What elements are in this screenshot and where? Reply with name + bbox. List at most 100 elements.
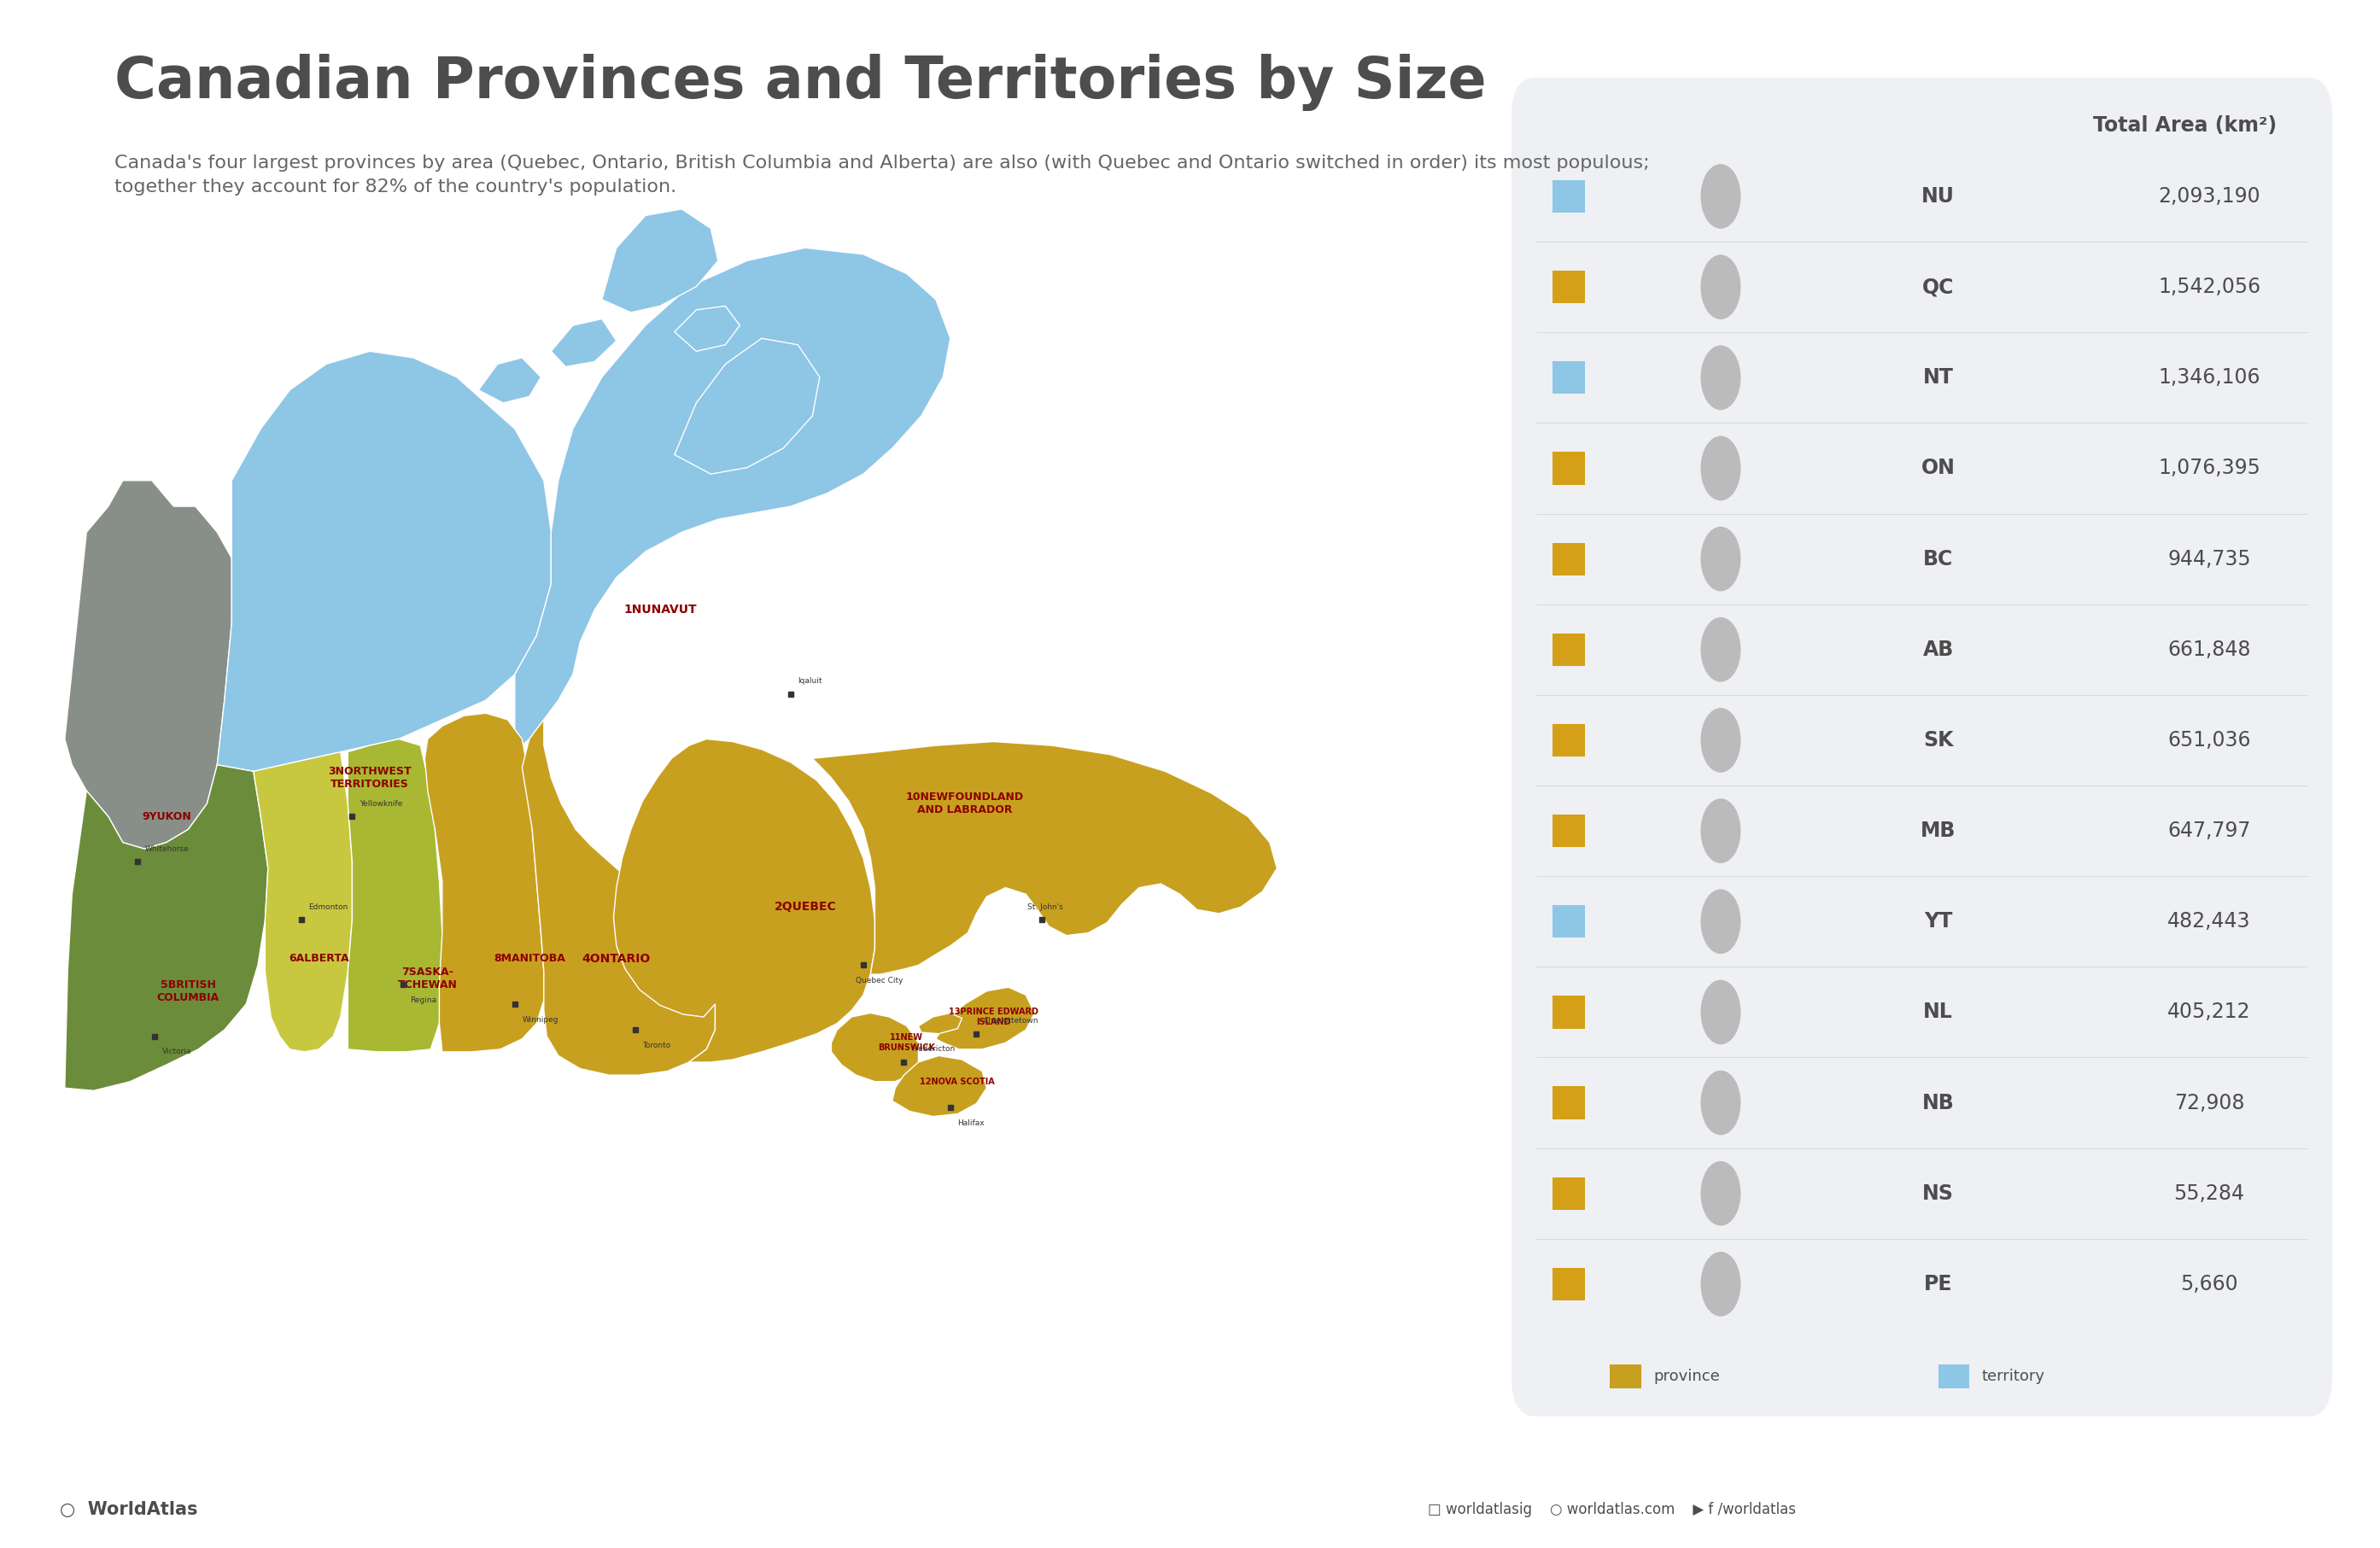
Polygon shape [478,358,540,402]
Text: NT: NT [1923,367,1954,389]
Text: 6ALBERTA: 6ALBERTA [288,954,350,964]
Polygon shape [674,339,819,474]
Text: Canada's four largest provinces by area (Quebec, Ontario, British Columbia and A: Canada's four largest provinces by area … [114,155,1649,195]
Text: 7SASKA-
TCHEWAN: 7SASKA- TCHEWAN [397,966,457,991]
Text: province: province [1654,1368,1721,1384]
Text: Regina: Regina [409,997,438,1005]
Text: ○  WorldAtlas: ○ WorldAtlas [60,1500,198,1519]
Text: 5BRITISH
COLUMBIA: 5BRITISH COLUMBIA [157,980,219,1003]
Polygon shape [919,1012,962,1034]
Polygon shape [935,988,1035,1050]
Text: MB: MB [1921,820,1956,841]
FancyBboxPatch shape [1511,77,2332,1416]
Text: Quebec City: Quebec City [857,977,904,985]
Circle shape [1702,164,1740,228]
Text: BC: BC [1923,548,1954,570]
Text: 13PRINCE EDWARD
ISLAND: 13PRINCE EDWARD ISLAND [950,1008,1038,1026]
Bar [1552,180,1585,212]
Text: 2,093,190: 2,093,190 [2159,186,2261,206]
Text: 55,284: 55,284 [2173,1183,2244,1204]
Bar [1552,1176,1585,1209]
Text: NL: NL [1923,1002,1954,1022]
Text: 482,443: 482,443 [2168,912,2251,932]
Bar [1552,543,1585,576]
Text: SK: SK [1923,731,1954,751]
Text: 647,797: 647,797 [2168,820,2251,841]
Polygon shape [514,248,950,752]
Circle shape [1702,345,1740,409]
Text: 4ONTARIO: 4ONTARIO [583,952,650,964]
Text: territory: territory [1983,1368,2044,1384]
Circle shape [1702,528,1740,591]
Text: Total Area (km²): Total Area (km²) [2092,115,2275,135]
Text: Fredericton: Fredericton [912,1045,954,1053]
Circle shape [1702,1161,1740,1224]
Text: 661,848: 661,848 [2168,639,2251,659]
Text: NU: NU [1921,186,1954,206]
Polygon shape [614,738,876,1062]
Polygon shape [602,209,719,313]
Text: 9YUKON: 9YUKON [143,811,190,822]
Text: NS: NS [1923,1183,1954,1204]
Polygon shape [424,714,543,1051]
Bar [1552,271,1585,303]
Text: 651,036: 651,036 [2168,731,2251,751]
Circle shape [1702,255,1740,319]
Text: 1,542,056: 1,542,056 [2159,277,2261,297]
Text: 2QUEBEC: 2QUEBEC [774,901,835,913]
Text: AB: AB [1923,639,1954,659]
Text: ON: ON [1921,458,1956,478]
Circle shape [1702,437,1740,500]
Text: 944,735: 944,735 [2168,548,2251,570]
Text: Canadian Provinces and Territories by Size: Canadian Provinces and Territories by Si… [114,54,1485,111]
Text: 405,212: 405,212 [2168,1002,2251,1022]
Text: Charlottetown: Charlottetown [983,1017,1038,1025]
Text: 72,908: 72,908 [2173,1093,2244,1113]
Circle shape [1702,709,1740,772]
Text: □ worldatlasig    ○ worldatlas.com    ▶ f /worldatlas: □ worldatlasig ○ worldatlas.com ▶ f /wor… [1428,1502,1797,1517]
Text: PE: PE [1923,1274,1952,1294]
Circle shape [1702,1252,1740,1316]
Text: Iqaluit: Iqaluit [797,676,821,684]
Bar [1937,1364,1971,1389]
Bar [1552,724,1585,757]
Bar [1609,1364,1642,1389]
Bar [1552,814,1585,847]
Polygon shape [552,319,616,367]
Text: YT: YT [1923,912,1952,932]
Text: 12NOVA SCOTIA: 12NOVA SCOTIA [921,1077,995,1085]
Circle shape [1702,980,1740,1043]
Circle shape [1702,799,1740,862]
Polygon shape [347,738,443,1051]
Text: Victoria: Victoria [162,1048,190,1056]
Bar [1552,995,1585,1028]
Bar [1552,1087,1585,1119]
Text: 1,076,395: 1,076,395 [2159,458,2261,478]
Bar [1552,1268,1585,1300]
Bar [1552,906,1585,938]
Polygon shape [252,752,352,1051]
Text: 5,660: 5,660 [2180,1274,2237,1294]
Polygon shape [521,720,714,1074]
Text: St. John's: St. John's [1028,902,1064,910]
Polygon shape [64,765,269,1091]
Polygon shape [892,1056,988,1116]
Circle shape [1702,890,1740,954]
Polygon shape [674,307,740,351]
Text: Winnipeg: Winnipeg [521,1015,559,1023]
Text: Yellowknife: Yellowknife [359,800,402,808]
Text: QC: QC [1923,277,1954,297]
Polygon shape [831,1012,919,1082]
Circle shape [1702,1071,1740,1135]
Bar [1552,452,1585,485]
Text: Halifax: Halifax [957,1119,985,1127]
Text: 1NUNAVUT: 1NUNAVUT [624,604,697,616]
Polygon shape [217,351,552,771]
Bar [1552,361,1585,393]
Text: Whitehorse: Whitehorse [145,845,188,853]
Text: NB: NB [1923,1093,1954,1113]
Polygon shape [64,480,231,848]
Text: 10NEWFOUNDLAND
AND LABRADOR: 10NEWFOUNDLAND AND LABRADOR [907,791,1023,816]
Bar [1552,633,1585,666]
Text: 3NORTHWEST
TERRITORIES: 3NORTHWEST TERRITORIES [328,766,412,789]
